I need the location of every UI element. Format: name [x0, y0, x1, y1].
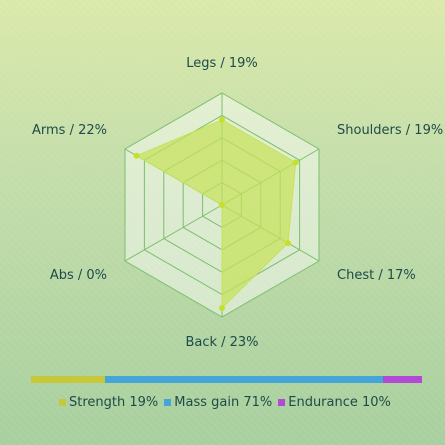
bar-segment: [31, 376, 106, 383]
axis-label: Back / 23%: [185, 335, 258, 350]
legend-label: Endurance 10%: [288, 395, 391, 410]
bar-segment: [382, 376, 422, 383]
legend-item: Mass gain 71%: [164, 395, 272, 410]
legend: Strength 19% Mass gain 71% Endurance 10%: [59, 395, 397, 410]
data-point: [219, 305, 225, 312]
legend-label: Mass gain 71%: [174, 395, 273, 410]
axis-label: Shoulders / 19%: [337, 123, 443, 138]
legend-item: Endurance 10%: [278, 395, 391, 410]
axis-label: Arms / 22%: [32, 123, 107, 138]
data-point: [219, 116, 225, 123]
axis-label: Legs / 19%: [186, 56, 258, 71]
legend-label: Strength 19%: [69, 395, 159, 410]
axis-label: Chest / 17%: [337, 268, 416, 283]
bar-segment: [105, 376, 383, 383]
legend-swatch: [59, 399, 66, 406]
data-point: [284, 240, 291, 247]
data-point: [219, 202, 225, 208]
data-point: [133, 152, 140, 159]
data-point: [292, 159, 299, 166]
legend-item: Strength 19%: [59, 395, 158, 410]
legend-swatch: [164, 399, 172, 406]
breakdown-bar: [31, 376, 422, 383]
axis-spoke: [124, 204, 223, 262]
legend-swatch: [278, 399, 286, 406]
axis-label: Abs / 0%: [50, 268, 107, 283]
